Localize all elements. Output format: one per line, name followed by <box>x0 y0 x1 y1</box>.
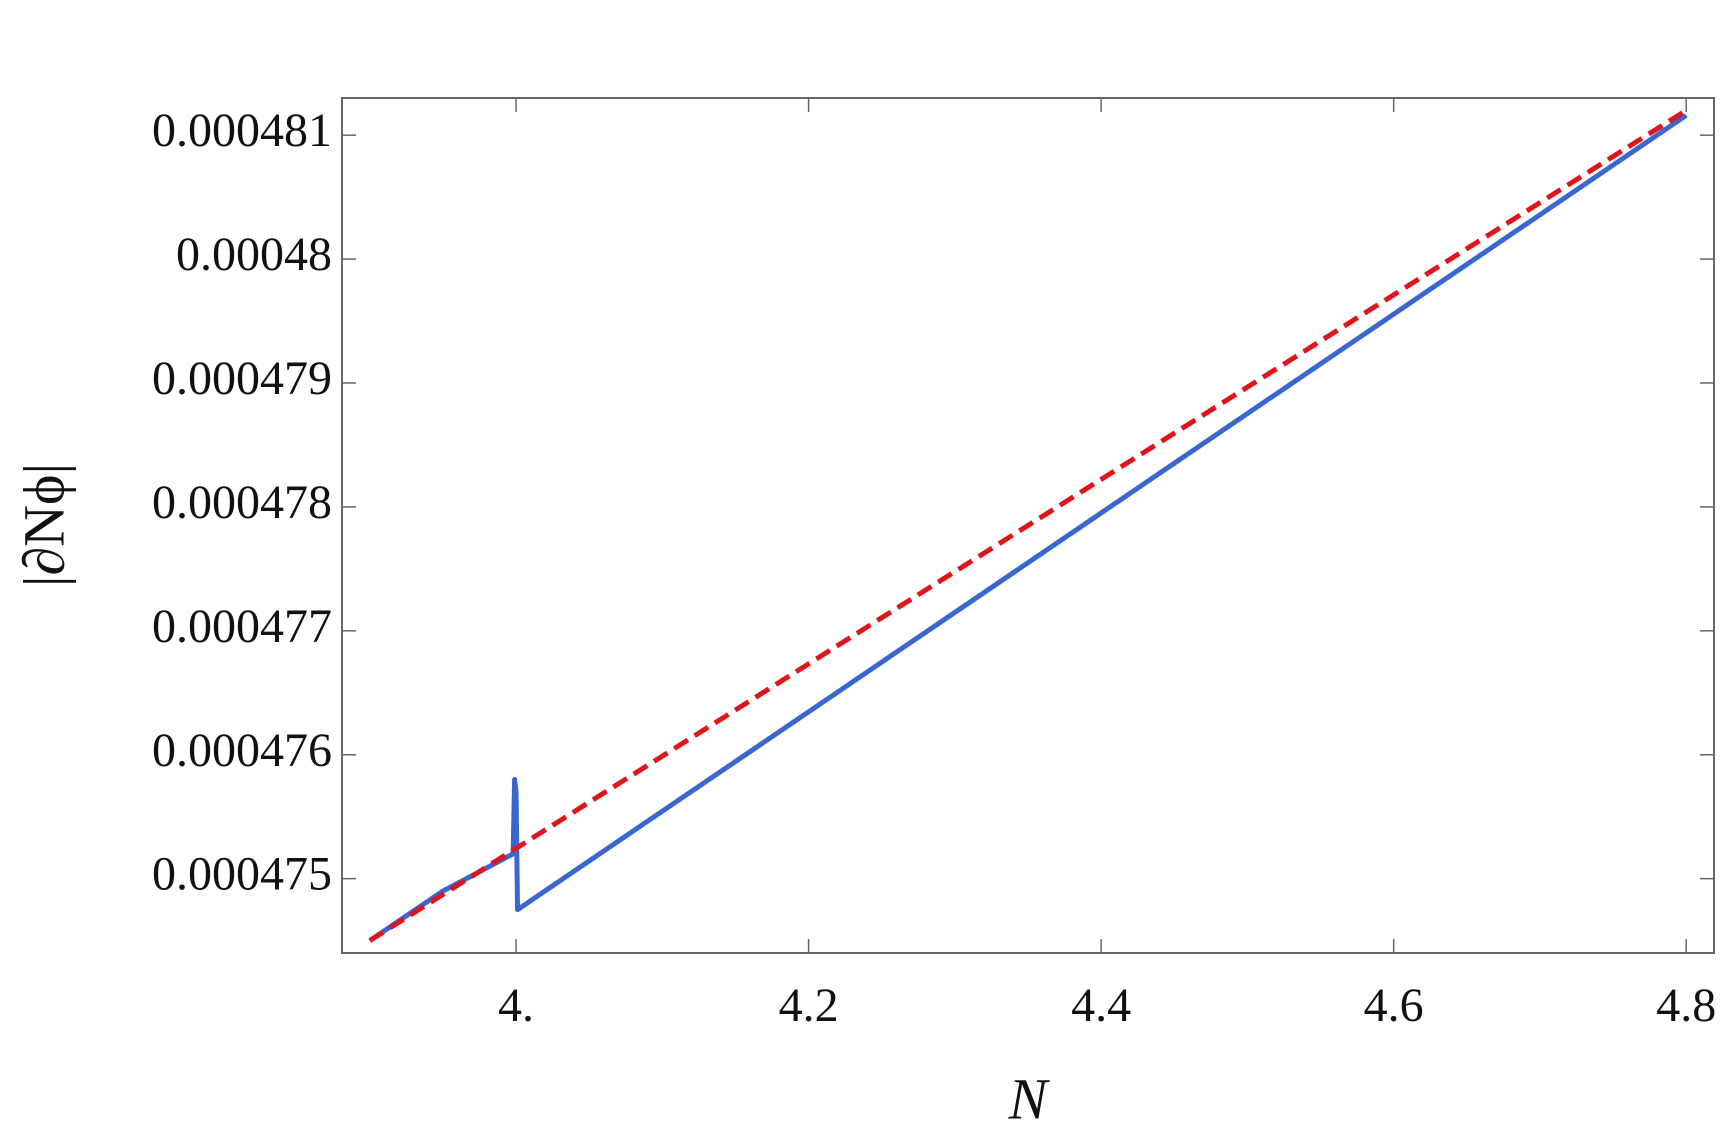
y-tick-label: 0.00048 <box>176 228 332 281</box>
x-tick-label: 4.4 <box>1071 979 1131 1032</box>
x-axis-label: N <box>1008 1066 1051 1131</box>
y-tick-label: 0.000476 <box>152 724 332 777</box>
plot-frame <box>341 97 1715 954</box>
y-tick-label: 0.000478 <box>152 476 332 529</box>
y-tick-label: 0.000481 <box>152 104 332 157</box>
y-tick-label: 0.000477 <box>152 600 332 653</box>
x-tick-label: 4. <box>498 979 534 1032</box>
y-tick-label: 0.000475 <box>152 848 332 901</box>
x-tick-label: 4.2 <box>779 979 839 1032</box>
y-tick-label: 0.000479 <box>152 352 332 405</box>
x-tick-label: 4.8 <box>1656 979 1716 1032</box>
data-line <box>368 113 1688 943</box>
y-axis-label: |∂Nϕ| <box>11 463 76 587</box>
data-line <box>368 108 1688 943</box>
x-tick-label: 4.6 <box>1364 979 1424 1032</box>
